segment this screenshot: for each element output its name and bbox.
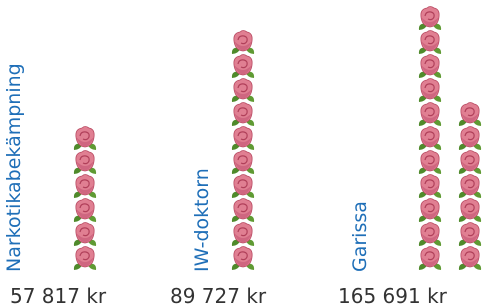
rose-icon (74, 151, 96, 175)
rose-icon (232, 247, 254, 271)
rose-icon (459, 247, 481, 271)
rose-icon (232, 175, 254, 199)
rose-icon (459, 175, 481, 199)
value-label: 165 691 kr (338, 284, 448, 308)
rose-icon (419, 223, 441, 247)
rose-icon (419, 79, 441, 103)
category-label: Narkotikabekämpning (3, 63, 25, 272)
rose-icon (74, 223, 96, 247)
rose-icon (419, 31, 441, 55)
rose-icon (419, 7, 441, 31)
rose-icon (459, 103, 481, 127)
rose-icon (232, 31, 254, 55)
category-label: IW-doktorn (191, 168, 213, 272)
rose-icon (459, 127, 481, 151)
value-label: 89 727 kr (170, 284, 267, 308)
rose-icon (74, 199, 96, 223)
rose-icon (459, 199, 481, 223)
value-label: 57 817 kr (10, 284, 107, 308)
rose-icon (232, 127, 254, 151)
rose-icon (74, 127, 96, 151)
rose-icon (232, 79, 254, 103)
category-label: Garissa (349, 201, 371, 272)
rose-icon (419, 175, 441, 199)
rose-icon (419, 199, 441, 223)
rose-icon (419, 55, 441, 79)
rose-icon (459, 223, 481, 247)
rose-icon (74, 247, 96, 271)
rose-icon (232, 55, 254, 79)
rose-icon (232, 199, 254, 223)
rose-icon (419, 127, 441, 151)
rose-icon (419, 151, 441, 175)
rose-icon (74, 175, 96, 199)
chart: Narkotikabekämpning 57 817 kr IW-doktorn 89… (0, 0, 485, 308)
rose-icon (419, 103, 441, 127)
rose-icon (419, 247, 441, 271)
rose-icon (459, 151, 481, 175)
rose-icon (232, 151, 254, 175)
rose-icon (232, 103, 254, 127)
rose-icon (232, 223, 254, 247)
